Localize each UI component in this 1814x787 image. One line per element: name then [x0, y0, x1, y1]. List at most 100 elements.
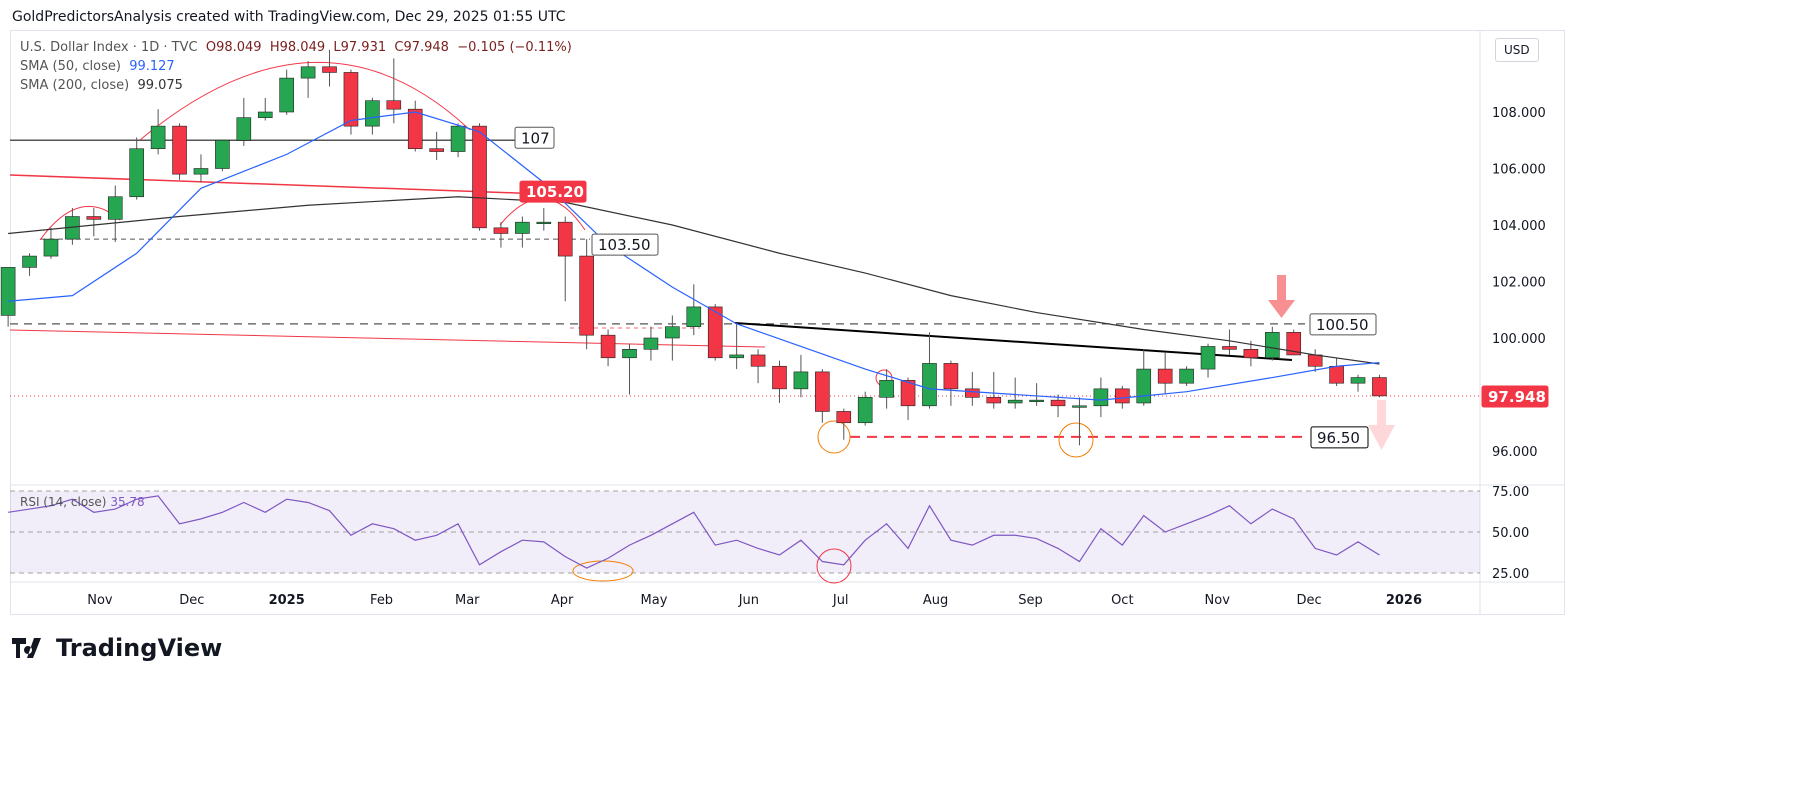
candle-body [1072, 405, 1087, 408]
candle-body [1029, 399, 1044, 402]
candle [1157, 352, 1173, 395]
candle-body [300, 66, 316, 79]
candle [193, 154, 209, 183]
time-axis-label: 2026 [1386, 593, 1422, 608]
candle-body [707, 306, 723, 359]
candle [172, 123, 187, 180]
high-value: H98.049 [269, 40, 326, 55]
candle-body [1286, 332, 1302, 356]
candle-body [965, 388, 980, 398]
candle [686, 284, 702, 336]
change-value: −0.105 (−0.11%) [457, 40, 572, 55]
candle-body [236, 117, 252, 141]
label-100-50: 100.50 [1316, 316, 1369, 334]
candle [1136, 349, 1152, 406]
candle-body [515, 221, 530, 234]
candle [43, 227, 59, 259]
rsi-value: 35.78 [110, 495, 145, 509]
candle-body [1222, 346, 1237, 350]
candle [450, 123, 466, 158]
symbol-label[interactable]: U.S. Dollar Index · 1D · TVC [20, 40, 198, 55]
candle-body [665, 326, 680, 339]
label-105-20-box [519, 180, 587, 203]
rsi-line [8, 495, 1380, 569]
label-107: 107 [521, 129, 550, 147]
candle-body [1050, 399, 1066, 407]
candle [1243, 340, 1259, 367]
rsi-label[interactable]: RSI (14, close) [20, 495, 107, 509]
candle-body [172, 125, 187, 175]
candle-body [1179, 368, 1194, 384]
candle [1307, 349, 1323, 372]
candle-body [1093, 388, 1109, 407]
candle-body [129, 148, 144, 198]
time-axis-label: Feb [370, 593, 393, 608]
resistance-line-red [9, 174, 521, 194]
time-axis-label: Mar [455, 593, 480, 608]
tradingview-logo[interactable]: TradingView [12, 634, 222, 662]
candle [107, 185, 123, 242]
candle-body [1243, 348, 1259, 359]
candle-body [557, 221, 573, 257]
candle [1200, 343, 1216, 378]
candle [1179, 366, 1194, 387]
candle-body [857, 397, 873, 424]
candle-body [215, 139, 230, 169]
candle [1372, 374, 1387, 398]
price-axis-label: 96.000 [1492, 445, 1538, 460]
candle-body [1307, 354, 1323, 367]
time-axis-label: Sep [1018, 593, 1043, 608]
sell-arrow-icon [1268, 275, 1295, 318]
currency-button[interactable]: USD [1495, 38, 1539, 62]
candle [965, 371, 980, 406]
rsi-axis-label: 75.00 [1492, 485, 1529, 500]
candle-body [407, 108, 423, 150]
rsi-axis-label: 50.00 [1492, 526, 1529, 541]
candle-body [1329, 365, 1344, 384]
candle-body [793, 371, 809, 390]
candle-body [1200, 346, 1216, 370]
candle-body [922, 363, 937, 407]
candle [279, 69, 294, 115]
candle [515, 216, 530, 248]
label-103-50: 103.50 [598, 236, 651, 254]
sma200-label[interactable]: SMA (200, close) [20, 78, 130, 93]
candle-body [943, 363, 959, 390]
sma50-label[interactable]: SMA (50, close) [20, 59, 121, 74]
candle [386, 58, 402, 124]
candle [1329, 357, 1344, 387]
candle-body [1007, 399, 1023, 404]
candle [1222, 329, 1237, 355]
candle-body [1372, 377, 1387, 397]
price-axis-label: 102.000 [1492, 276, 1546, 291]
candle-body [493, 227, 509, 234]
time-axis-label: Apr [551, 593, 574, 608]
time-axis-label: Jun [738, 593, 759, 608]
candle [1072, 397, 1087, 446]
time-axis-label: Dec [179, 593, 204, 608]
time-axis-label: Oct [1111, 593, 1133, 608]
rsi-axis-label: 25.00 [1492, 567, 1529, 582]
candle-body [365, 100, 380, 127]
candle [472, 123, 487, 231]
candle [22, 253, 37, 276]
candle [772, 360, 787, 403]
candle [343, 69, 359, 135]
candle [429, 131, 444, 161]
sma200-line [8, 196, 1380, 365]
time-axis-label: Dec [1296, 593, 1321, 608]
price-axis-label: 100.000 [1492, 332, 1546, 347]
candle-body [0, 267, 16, 316]
candle-body [536, 221, 552, 224]
candle [215, 139, 230, 172]
target-arrow-icon [1368, 400, 1395, 450]
sma50-line [8, 111, 1380, 401]
sma200-value: 99.075 [137, 78, 183, 93]
candle [793, 354, 809, 398]
last-price-label-box [1481, 385, 1549, 408]
candle-body [429, 148, 444, 152]
candle-body [686, 306, 702, 327]
candle-body [815, 371, 830, 412]
candle [1265, 326, 1280, 361]
